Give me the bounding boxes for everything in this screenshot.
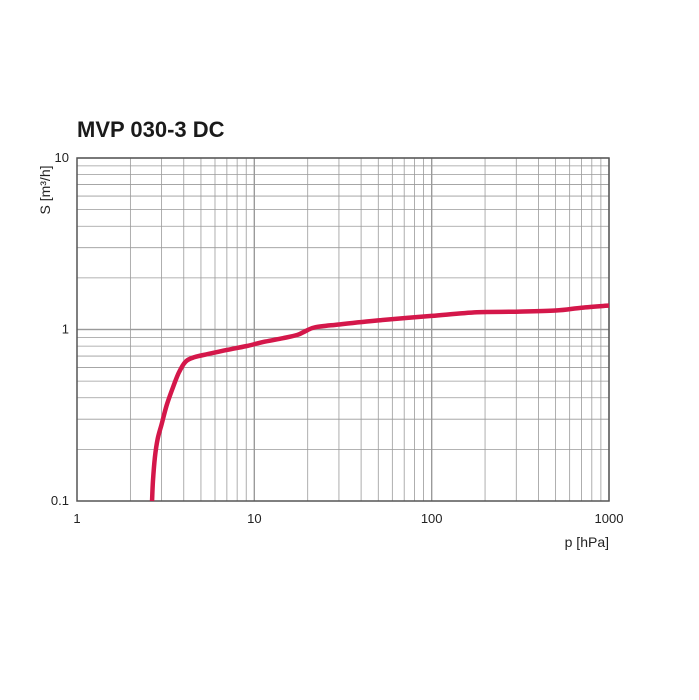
y-axis-label: S [m³/h] [37, 165, 53, 214]
x-tick-labels: 1 10 100 1000 [73, 511, 623, 526]
x-axis-label: p [hPa] [565, 534, 609, 550]
x-tick-label: 1 [73, 511, 80, 526]
y-tick-label: 10 [55, 150, 69, 165]
x-tick-label: 10 [247, 511, 261, 526]
x-tick-label: 100 [421, 511, 443, 526]
y-tick-label: 1 [62, 322, 69, 337]
y-tick-label: 0.1 [51, 493, 69, 508]
plot-frame [76, 157, 610, 502]
x-tick-label: 1000 [595, 511, 624, 526]
y-tick-labels: 0.1 1 10 [51, 150, 69, 508]
pumping-speed-curve [149, 303, 610, 502]
chart-title: MVP 030-3 DC [77, 117, 225, 142]
